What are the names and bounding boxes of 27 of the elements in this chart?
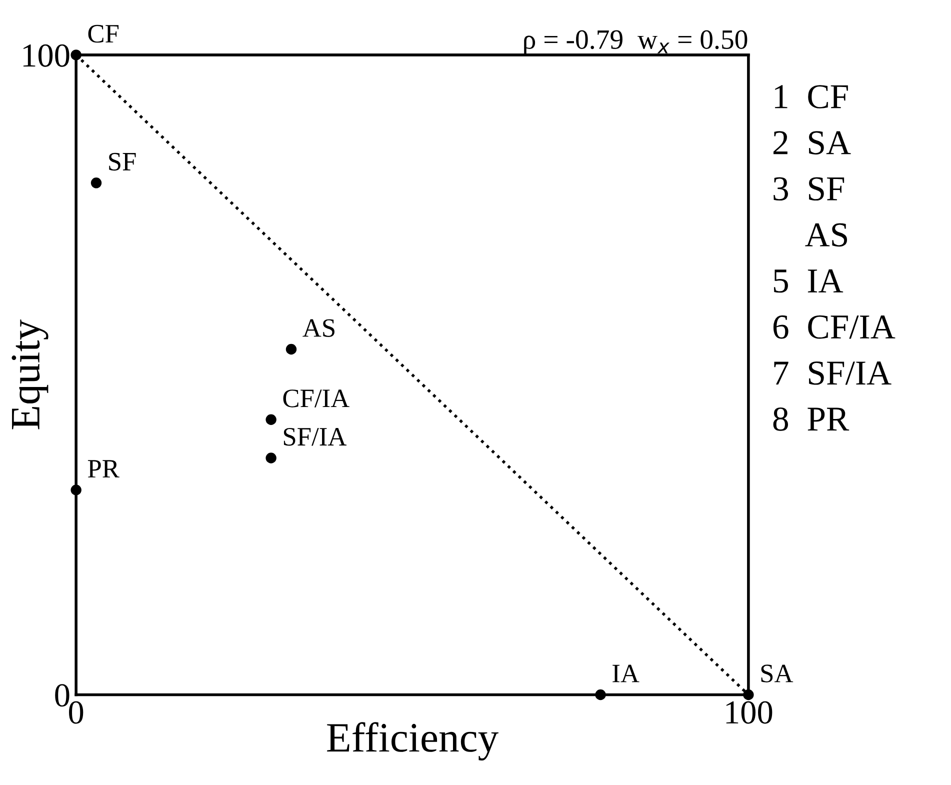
text: 2 SA bbox=[773, 131, 851, 154]
text: AS bbox=[805, 223, 848, 247]
point bbox=[70, 484, 82, 496]
annotation: SA bbox=[761, 664, 794, 682]
text: 5 IA bbox=[774, 269, 844, 293]
x-axis-title: Efficiency bbox=[327, 722, 498, 761]
point bbox=[90, 178, 102, 188]
text: 6 CF/IA bbox=[773, 315, 896, 339]
annotation: AS bbox=[302, 319, 334, 337]
y-axis-title: Equity bbox=[12, 319, 48, 430]
annotation: CF/IA bbox=[283, 390, 350, 408]
point bbox=[70, 50, 82, 60]
point bbox=[266, 414, 276, 425]
point bbox=[266, 452, 276, 464]
text: 8 PR bbox=[773, 407, 850, 431]
text: 3 SF bbox=[774, 177, 844, 201]
annotation: SF/IA bbox=[284, 428, 347, 446]
point bbox=[743, 689, 754, 700]
text: 7 SF/IA bbox=[774, 361, 892, 385]
annotation: SF bbox=[109, 152, 136, 171]
annotation: CF bbox=[88, 24, 119, 43]
annotation: IA bbox=[612, 664, 640, 682]
annotation: PR bbox=[88, 460, 120, 478]
point bbox=[595, 689, 606, 700]
text: 1 CF bbox=[775, 85, 848, 108]
point bbox=[286, 344, 297, 355]
chart-title: ρ = -0.79 w$_{x}$ = 0.50 bbox=[524, 30, 748, 55]
